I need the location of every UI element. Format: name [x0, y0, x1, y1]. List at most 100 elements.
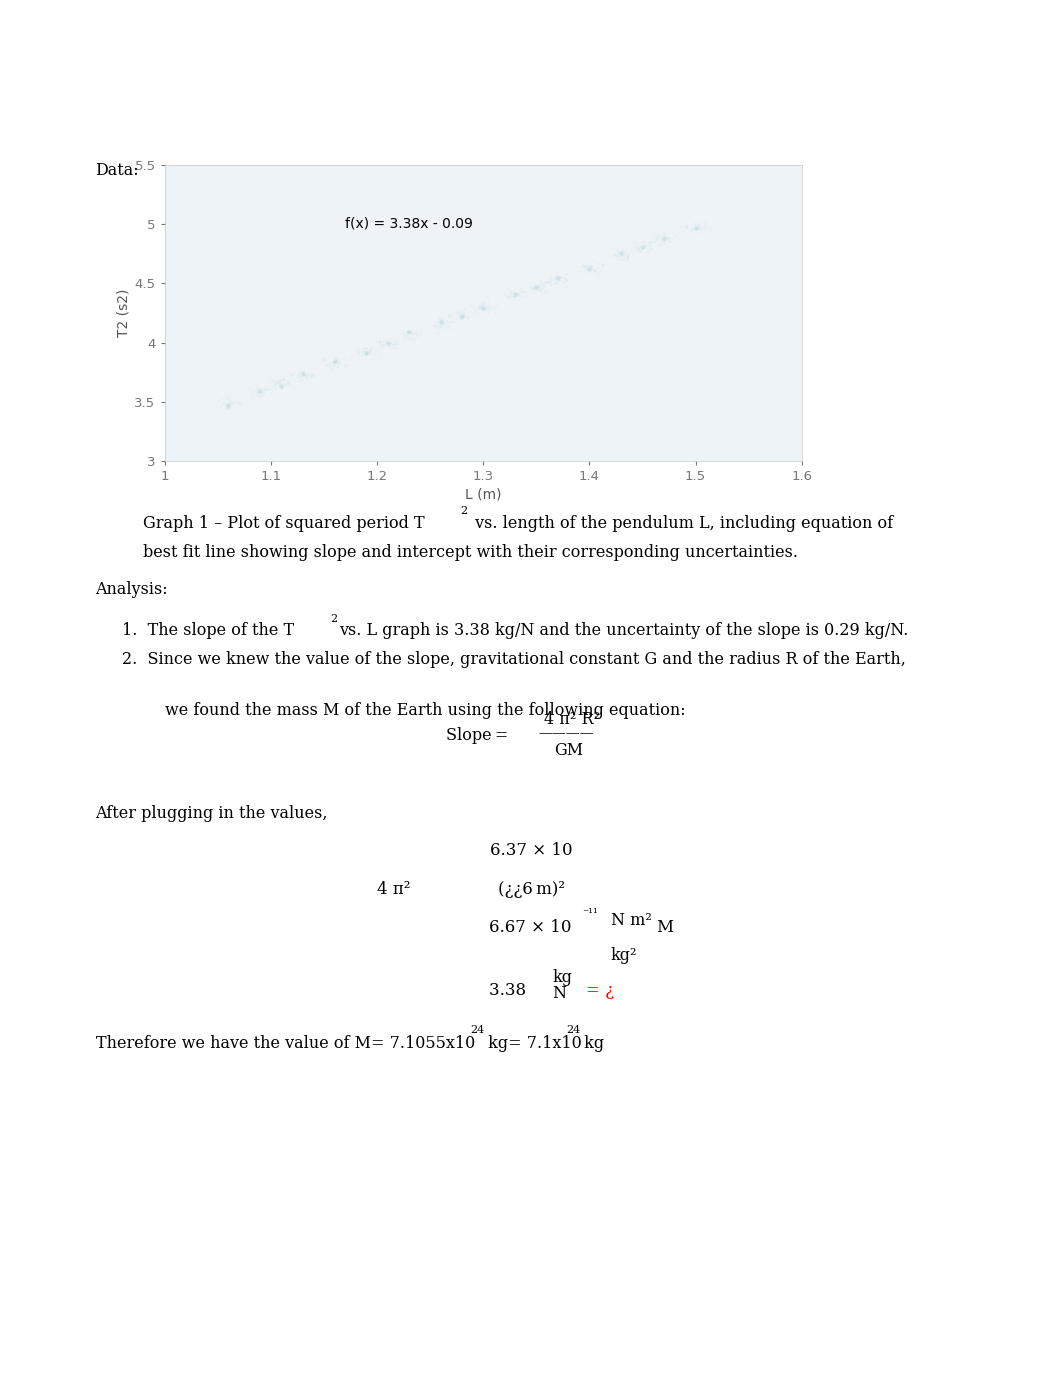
- Point: [451, 305, 468, 327]
- Point: [325, 352, 342, 374]
- Point: [588, 252, 605, 274]
- Point: [373, 336, 390, 358]
- Point: [502, 281, 519, 303]
- Point: [440, 316, 457, 338]
- Text: After plugging in the values,: After plugging in the values,: [96, 805, 328, 821]
- Point: [209, 389, 226, 411]
- Point: [350, 341, 367, 363]
- Point: [655, 227, 672, 249]
- Point: [559, 275, 576, 297]
- Point: [439, 311, 456, 333]
- Point: [431, 310, 448, 332]
- Point: [223, 391, 240, 413]
- Point: [256, 380, 273, 402]
- Point: [559, 263, 576, 285]
- Point: [301, 365, 318, 387]
- Point: [480, 296, 497, 318]
- Point: [271, 369, 288, 391]
- Point: [226, 389, 243, 411]
- Point: [229, 392, 246, 414]
- Point: [475, 297, 492, 319]
- Point: [297, 366, 314, 388]
- Point: [547, 272, 564, 294]
- Point: [624, 231, 641, 253]
- Point: [282, 362, 299, 384]
- Point: [556, 275, 573, 297]
- Point: [521, 275, 538, 297]
- Point: [370, 329, 387, 351]
- Point: [451, 305, 468, 327]
- Point: [272, 370, 289, 392]
- Point: [578, 255, 595, 277]
- Point: [524, 275, 541, 297]
- Point: [397, 321, 414, 343]
- Point: [626, 235, 643, 257]
- Point: [548, 266, 565, 288]
- Point: [578, 256, 595, 278]
- Text: 6.67 × 10: 6.67 × 10: [489, 919, 571, 936]
- Point: [617, 241, 634, 263]
- Point: [635, 235, 652, 257]
- Point: [388, 332, 405, 354]
- Point: [371, 330, 388, 352]
- Point: [397, 323, 414, 345]
- Point: [613, 248, 630, 270]
- Point: [649, 226, 666, 248]
- Point: [372, 330, 389, 352]
- Point: [526, 274, 543, 296]
- Point: [321, 355, 338, 377]
- Point: [450, 303, 467, 325]
- Point: [440, 314, 457, 336]
- Point: [531, 272, 548, 294]
- Point: [558, 268, 575, 290]
- Point: [698, 215, 715, 237]
- Point: [667, 226, 684, 248]
- Point: [558, 263, 575, 285]
- X-axis label: L (m): L (m): [465, 487, 501, 501]
- Point: [549, 271, 566, 293]
- Point: [436, 312, 453, 334]
- Point: [480, 301, 497, 323]
- Point: [401, 326, 418, 348]
- Point: [404, 327, 421, 350]
- Point: [412, 321, 429, 343]
- Point: [685, 211, 702, 233]
- Point: [640, 231, 657, 253]
- Point: [508, 283, 525, 305]
- Point: [364, 336, 381, 358]
- Point: [215, 392, 232, 414]
- Point: [359, 340, 376, 362]
- Point: [370, 348, 387, 370]
- Point: [476, 296, 493, 318]
- Point: [499, 285, 516, 307]
- Point: [696, 217, 713, 239]
- Point: [479, 297, 496, 319]
- Point: [328, 356, 345, 378]
- Point: [434, 316, 451, 338]
- Point: [275, 374, 292, 396]
- Point: [502, 286, 519, 308]
- Point: [290, 367, 307, 389]
- Point: [513, 281, 530, 303]
- Point: [434, 314, 451, 336]
- Text: kg= 7.1x10: kg= 7.1x10: [483, 1035, 582, 1051]
- Point: [686, 217, 703, 239]
- Point: [655, 233, 672, 255]
- Point: [390, 333, 407, 355]
- Point: [496, 282, 513, 304]
- Point: [442, 303, 459, 325]
- Point: [693, 216, 710, 238]
- Point: [690, 213, 707, 235]
- Point: [651, 233, 668, 255]
- Text: 2.  Since we knew the value of the slope, gravitational constant G and the radiu: 2. Since we knew the value of the slope,…: [122, 651, 906, 667]
- Point: [404, 322, 421, 344]
- Point: [219, 396, 236, 418]
- Point: [431, 307, 448, 329]
- Point: [230, 391, 247, 413]
- Point: [660, 228, 676, 250]
- Point: [307, 356, 324, 378]
- Point: [526, 275, 543, 297]
- Point: [539, 270, 556, 292]
- Point: [428, 311, 445, 333]
- Text: ⁻¹¹: ⁻¹¹: [582, 907, 598, 919]
